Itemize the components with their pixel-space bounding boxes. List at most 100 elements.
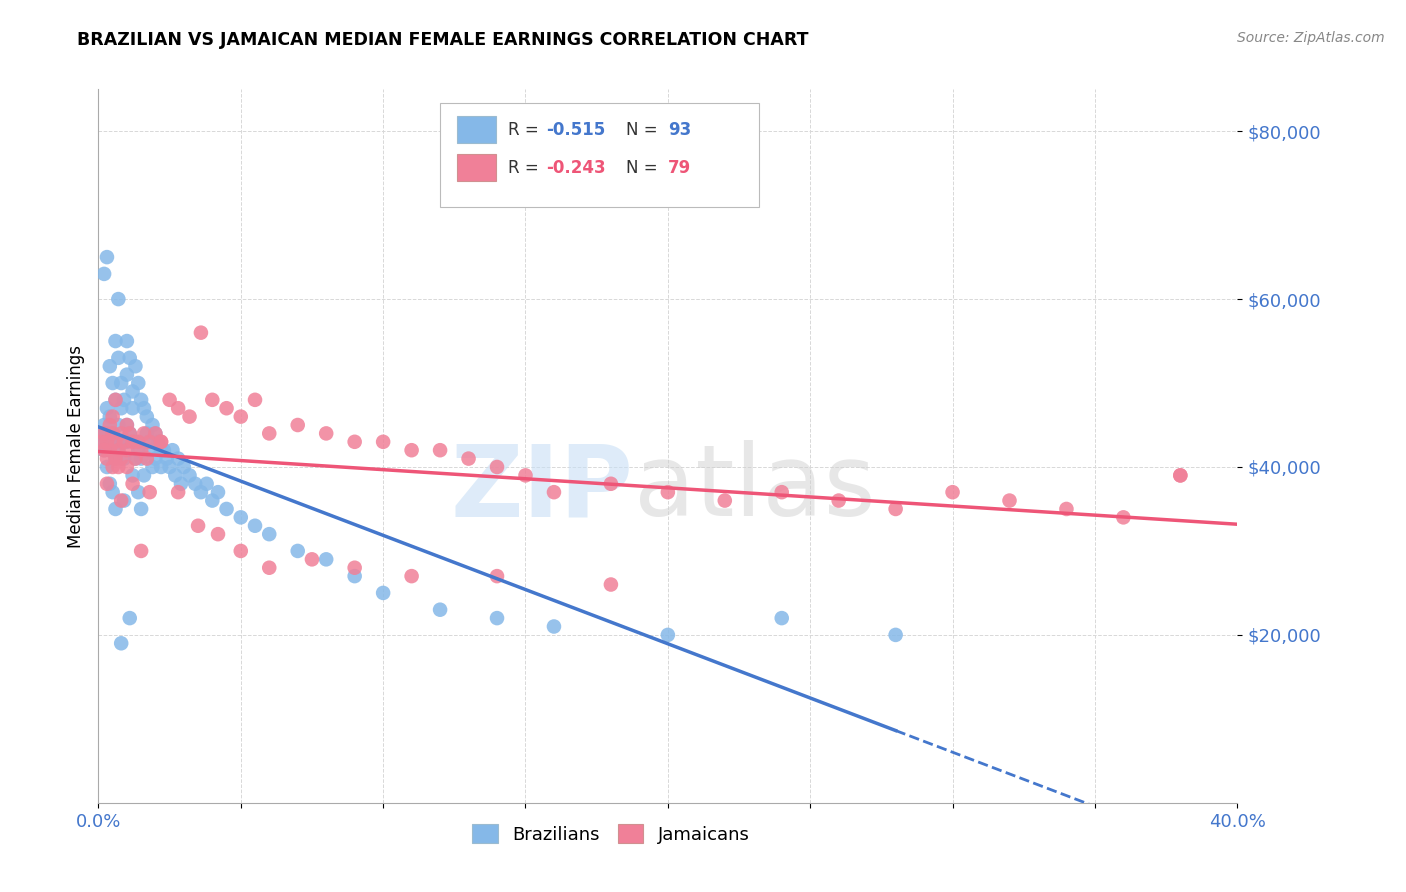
Point bbox=[457, 451, 479, 466]
Point bbox=[96, 426, 118, 441]
Point bbox=[145, 426, 167, 441]
Point bbox=[201, 493, 224, 508]
Point bbox=[110, 493, 132, 508]
Point bbox=[486, 569, 509, 583]
Point bbox=[121, 468, 143, 483]
Point bbox=[167, 451, 190, 466]
Point bbox=[515, 468, 537, 483]
Text: 79: 79 bbox=[668, 159, 692, 177]
Point bbox=[167, 401, 190, 416]
Point bbox=[101, 426, 124, 441]
Point bbox=[96, 451, 118, 466]
Point bbox=[107, 351, 129, 365]
Point bbox=[101, 426, 124, 441]
Point bbox=[229, 409, 252, 424]
Point bbox=[121, 476, 143, 491]
Point bbox=[828, 493, 851, 508]
Point bbox=[207, 527, 229, 541]
Point bbox=[90, 434, 112, 449]
FancyBboxPatch shape bbox=[457, 154, 496, 181]
Point bbox=[107, 292, 129, 306]
Point bbox=[96, 434, 118, 449]
Point bbox=[112, 451, 135, 466]
Text: BRAZILIAN VS JAMAICAN MEDIAN FEMALE EARNINGS CORRELATION CHART: BRAZILIAN VS JAMAICAN MEDIAN FEMALE EARN… bbox=[77, 31, 808, 49]
Point bbox=[243, 518, 266, 533]
Point bbox=[1056, 502, 1078, 516]
Point bbox=[93, 434, 115, 449]
Point bbox=[121, 401, 143, 416]
Point bbox=[141, 460, 163, 475]
Point bbox=[115, 417, 138, 432]
Point bbox=[115, 334, 138, 348]
Point bbox=[770, 611, 793, 625]
Point bbox=[543, 485, 565, 500]
Point bbox=[138, 443, 160, 458]
Point bbox=[287, 417, 309, 432]
Point bbox=[98, 409, 121, 424]
Point bbox=[162, 443, 184, 458]
Text: atlas: atlas bbox=[634, 441, 876, 537]
Point bbox=[93, 443, 115, 458]
Point bbox=[98, 476, 121, 491]
Point bbox=[110, 451, 132, 466]
Point bbox=[138, 485, 160, 500]
Point bbox=[101, 460, 124, 475]
Point bbox=[1170, 468, 1192, 483]
Point bbox=[373, 586, 395, 600]
Point bbox=[101, 485, 124, 500]
Point bbox=[998, 493, 1021, 508]
Point bbox=[107, 460, 129, 475]
Point bbox=[90, 426, 112, 441]
Point bbox=[343, 569, 366, 583]
Point bbox=[110, 426, 132, 441]
Point bbox=[127, 434, 149, 449]
Point bbox=[124, 451, 146, 466]
Point bbox=[110, 401, 132, 416]
Point bbox=[207, 485, 229, 500]
Point bbox=[315, 552, 337, 566]
Point bbox=[145, 451, 167, 466]
Point bbox=[129, 443, 152, 458]
Point bbox=[429, 443, 451, 458]
Point bbox=[104, 392, 127, 407]
Text: Source: ZipAtlas.com: Source: ZipAtlas.com bbox=[1237, 31, 1385, 45]
Point bbox=[118, 426, 141, 441]
Point bbox=[429, 603, 451, 617]
Point bbox=[190, 485, 212, 500]
Point bbox=[600, 476, 623, 491]
Point bbox=[115, 443, 138, 458]
Point bbox=[124, 359, 146, 374]
Point bbox=[118, 611, 141, 625]
Point bbox=[150, 434, 173, 449]
Point bbox=[98, 443, 121, 458]
Point bbox=[110, 434, 132, 449]
Point bbox=[124, 451, 146, 466]
Point bbox=[259, 560, 281, 574]
Text: 93: 93 bbox=[668, 121, 692, 139]
Point bbox=[159, 392, 181, 407]
Point bbox=[187, 518, 209, 533]
Point bbox=[93, 426, 115, 441]
Point bbox=[135, 409, 157, 424]
FancyBboxPatch shape bbox=[457, 116, 496, 144]
Point bbox=[104, 334, 127, 348]
Point bbox=[148, 434, 170, 449]
Point bbox=[121, 384, 143, 399]
Point bbox=[543, 619, 565, 633]
Point bbox=[129, 392, 152, 407]
Point bbox=[112, 392, 135, 407]
Text: R =: R = bbox=[509, 121, 544, 139]
Point bbox=[101, 409, 124, 424]
Point bbox=[770, 485, 793, 500]
Point bbox=[170, 476, 193, 491]
Point bbox=[401, 569, 423, 583]
Point bbox=[93, 443, 115, 458]
Point bbox=[101, 376, 124, 390]
Point bbox=[301, 552, 323, 566]
Text: N =: N = bbox=[626, 159, 662, 177]
Text: N =: N = bbox=[626, 121, 662, 139]
Point bbox=[127, 443, 149, 458]
Point bbox=[115, 434, 138, 449]
Point bbox=[184, 476, 207, 491]
Legend: Brazilians, Jamaicans: Brazilians, Jamaicans bbox=[465, 816, 756, 851]
